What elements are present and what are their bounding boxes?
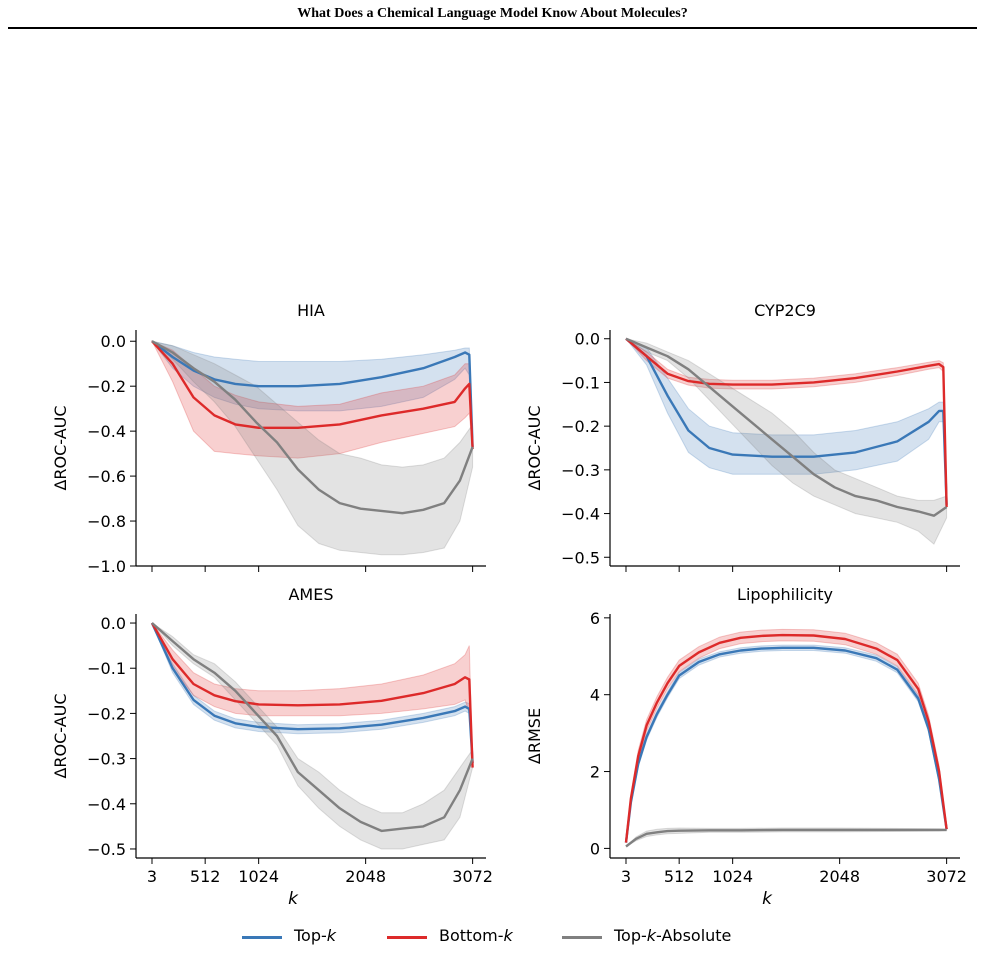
panel-hia-y-tick-label: −0.2: [87, 377, 126, 396]
panel-cyp2c9-y-tick-label: 0.0: [575, 330, 600, 349]
panel-hia-y-label: ΔROC-AUC: [51, 405, 70, 490]
panel-lipophilicity-x-label: k: [762, 889, 773, 909]
panel-cyp2c9-y-tick-label: −0.2: [561, 417, 600, 436]
panel-ames-y-tick-label: −0.2: [87, 704, 126, 723]
panel-lipophilicity-y-tick-label: 0: [590, 839, 600, 858]
panel-ames-y-tick-label: −0.5: [87, 840, 126, 859]
panel-ames-y-label: ΔROC-AUC: [51, 693, 70, 778]
panel-cyp2c9-y-tick-label: −0.1: [561, 373, 600, 392]
legend-label-bottom-k: Bottom-k: [439, 926, 513, 945]
panel-lipophilicity-line-top-k: [624, 646, 948, 843]
panel-ames-line-bottom-k: [150, 622, 474, 768]
panel-hia-y-tick-label: −0.8: [87, 512, 126, 531]
panel-hia-line-top-k-abs: [151, 340, 474, 515]
panel-ames-x-tick-label: 1024: [238, 867, 279, 886]
panel-lipophilicity-line-bottom-k: [624, 633, 948, 843]
panel-cyp2c9-y-tick-label: −0.5: [561, 548, 600, 567]
panel-hia-y-tick-label: −1.0: [87, 557, 126, 576]
panel-ames-x-tick-label: 512: [190, 867, 221, 886]
legend-swatch-bottom-k: [387, 936, 427, 939]
panel-lipophilicity-x-tick-label: 3: [621, 867, 631, 886]
header-rule: [8, 27, 977, 29]
panel-hia-line-top-k: [151, 340, 474, 447]
panel-hia: HIA 0.0 −0.2 −0.4 −0.6 −0.8 −1.0 ΔROC-AUC: [51, 301, 486, 576]
panel-lipophilicity-x-tick-label: 3072: [926, 867, 967, 886]
legend-swatch-top-k: [242, 936, 282, 939]
panel-hia-y-tick-label: −0.4: [87, 422, 126, 441]
legend-swatch-top-k-absolute: [562, 936, 602, 939]
panel-cyp2c9-line-bottom-k: [625, 337, 948, 508]
legend-label-top-k-absolute: Top-k-Absolute: [614, 926, 732, 945]
panel-ames: AMES 0.0 −0.1 −0.2 −0.3 −0.4 −0.5 3 512 1024 2048 3…: [51, 585, 493, 909]
panel-lipophilicity-title: Lipophilicity: [737, 585, 833, 604]
panel-ames-x-tick-label: 3: [147, 867, 157, 886]
panel-cyp2c9: CYP2C9 0.0 −0.1 −0.2 −0.3 −0.4 −0.5 ΔROC-AUC: [525, 301, 960, 572]
panel-hia-title: HIA: [297, 301, 325, 320]
panel-ames-y-tick-label: −0.4: [87, 795, 126, 814]
panel-cyp2c9-y-tick-label: −0.4: [561, 505, 600, 524]
panel-ames-title: AMES: [288, 585, 333, 604]
panel-ames-x-tick-label: 3072: [452, 867, 493, 886]
panel-cyp2c9-title: CYP2C9: [754, 301, 816, 320]
panel-lipophilicity: Lipophilicity 0 2 4 6 3 512 1024 2048 3072 ΔRMSE k: [525, 585, 967, 909]
page-header: What Does a Chemical Language Model Know…: [0, 0, 985, 30]
panel-ames-line-top-k: [150, 622, 474, 764]
panel-cyp2c9-y-tick-label: −0.3: [561, 461, 600, 480]
panel-hia-line-bottom-k: [151, 340, 474, 450]
panel-ames-line-top-k-abs: [151, 622, 474, 833]
panel-lipophilicity-x-tick-label: 1024: [712, 867, 753, 886]
panel-lipophilicity-y-tick-label: 2: [590, 763, 600, 782]
panel-ames-y-tick-label: −0.3: [87, 750, 126, 769]
panel-ames-x-tick-label: 2048: [345, 867, 386, 886]
chart-legend: Top-k Bottom-k Top-k-Absolute: [0, 922, 985, 952]
panel-hia-y-tick-label: −0.6: [87, 467, 126, 486]
panel-lipophilicity-y-tick-label: 6: [590, 609, 600, 628]
panel-hia-y-tick-label: 0.0: [101, 332, 126, 351]
panel-lipophilicity-y-label: ΔRMSE: [525, 708, 544, 764]
running-title: What Does a Chemical Language Model Know…: [297, 6, 688, 21]
panel-cyp2c9-y-label: ΔROC-AUC: [525, 405, 544, 490]
panel-lipophilicity-line-top-k-abs: [625, 828, 947, 848]
panel-ames-band-top-k-abs: [151, 622, 474, 850]
panel-lipophilicity-x-tick-label: 2048: [819, 867, 860, 886]
panel-cyp2c9-line-top-k-abs: [625, 337, 948, 517]
legend-label-top-k: Top-k: [294, 926, 337, 945]
panel-ames-y-tick-label: 0.0: [101, 614, 126, 633]
panel-lipophilicity-y-tick-label: 4: [590, 686, 600, 705]
panel-ames-y-tick-label: −0.1: [87, 659, 126, 678]
panel-ames-band-bottom-k: [151, 622, 474, 768]
panel-lipophilicity-x-tick-label: 512: [664, 867, 695, 886]
panel-ames-x-label: k: [288, 889, 299, 909]
